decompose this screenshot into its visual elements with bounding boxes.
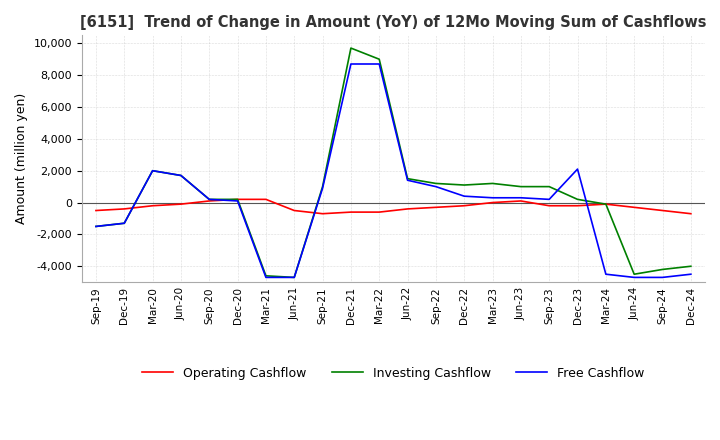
Free Cashflow: [318, 186, 327, 191]
Investing Cashflow: [488, 181, 497, 186]
Investing Cashflow: [431, 181, 440, 186]
Investing Cashflow: [148, 168, 157, 173]
Operating Cashflow: [346, 209, 355, 215]
Free Cashflow: [403, 178, 412, 183]
Free Cashflow: [658, 275, 667, 280]
Free Cashflow: [516, 195, 525, 200]
Investing Cashflow: [205, 197, 214, 202]
Operating Cashflow: [573, 203, 582, 209]
Free Cashflow: [290, 275, 299, 280]
Investing Cashflow: [346, 45, 355, 51]
Operating Cashflow: [120, 206, 129, 212]
Operating Cashflow: [290, 208, 299, 213]
Operating Cashflow: [233, 197, 242, 202]
Free Cashflow: [630, 275, 639, 280]
Free Cashflow: [601, 271, 610, 277]
Investing Cashflow: [573, 197, 582, 202]
Operating Cashflow: [658, 208, 667, 213]
Line: Free Cashflow: Free Cashflow: [96, 64, 690, 277]
Line: Investing Cashflow: Investing Cashflow: [96, 48, 690, 277]
Investing Cashflow: [686, 264, 695, 269]
Operating Cashflow: [686, 211, 695, 216]
Investing Cashflow: [601, 202, 610, 207]
Operating Cashflow: [516, 198, 525, 204]
Free Cashflow: [120, 220, 129, 226]
Operating Cashflow: [431, 205, 440, 210]
Investing Cashflow: [658, 267, 667, 272]
Free Cashflow: [488, 195, 497, 200]
Operating Cashflow: [205, 198, 214, 204]
Operating Cashflow: [318, 211, 327, 216]
Investing Cashflow: [261, 273, 270, 279]
Free Cashflow: [460, 194, 469, 199]
Investing Cashflow: [120, 220, 129, 226]
Operating Cashflow: [460, 203, 469, 209]
Free Cashflow: [431, 184, 440, 189]
Operating Cashflow: [176, 202, 185, 207]
Free Cashflow: [205, 197, 214, 202]
Operating Cashflow: [261, 197, 270, 202]
Free Cashflow: [375, 61, 384, 66]
Operating Cashflow: [630, 205, 639, 210]
Free Cashflow: [176, 173, 185, 178]
Operating Cashflow: [148, 203, 157, 209]
Investing Cashflow: [545, 184, 554, 189]
Free Cashflow: [573, 166, 582, 172]
Line: Operating Cashflow: Operating Cashflow: [96, 199, 690, 214]
Free Cashflow: [346, 61, 355, 66]
Investing Cashflow: [516, 184, 525, 189]
Legend: Operating Cashflow, Investing Cashflow, Free Cashflow: Operating Cashflow, Investing Cashflow, …: [137, 362, 649, 385]
Operating Cashflow: [545, 203, 554, 209]
Free Cashflow: [233, 198, 242, 204]
Operating Cashflow: [403, 206, 412, 212]
Operating Cashflow: [488, 200, 497, 205]
Free Cashflow: [686, 271, 695, 277]
Free Cashflow: [91, 224, 100, 229]
Operating Cashflow: [375, 209, 384, 215]
Investing Cashflow: [403, 176, 412, 181]
Y-axis label: Amount (million yen): Amount (million yen): [15, 93, 28, 224]
Operating Cashflow: [601, 202, 610, 207]
Investing Cashflow: [318, 184, 327, 189]
Investing Cashflow: [290, 275, 299, 280]
Free Cashflow: [148, 168, 157, 173]
Free Cashflow: [545, 197, 554, 202]
Investing Cashflow: [375, 57, 384, 62]
Investing Cashflow: [233, 197, 242, 202]
Title: [6151]  Trend of Change in Amount (YoY) of 12Mo Moving Sum of Cashflows: [6151] Trend of Change in Amount (YoY) o…: [80, 15, 706, 30]
Operating Cashflow: [91, 208, 100, 213]
Investing Cashflow: [176, 173, 185, 178]
Investing Cashflow: [91, 224, 100, 229]
Investing Cashflow: [630, 271, 639, 277]
Investing Cashflow: [460, 183, 469, 188]
Free Cashflow: [261, 275, 270, 280]
